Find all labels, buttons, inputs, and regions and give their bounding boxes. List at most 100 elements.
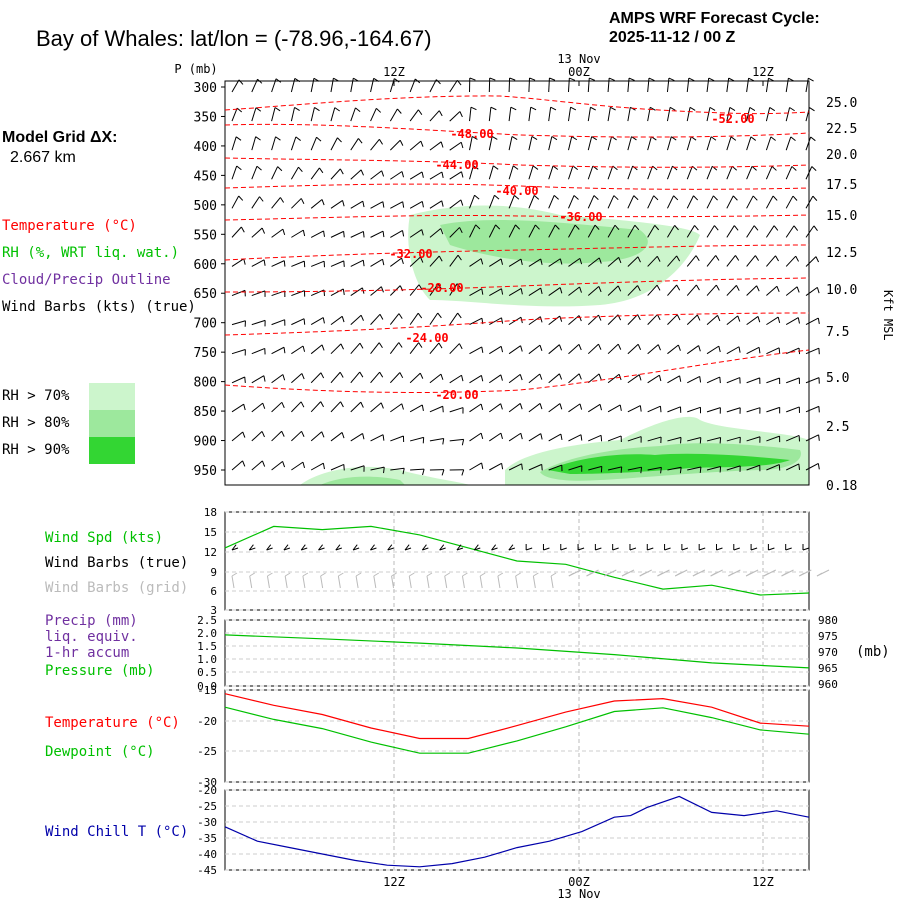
- wind-barb: [528, 316, 541, 326]
- wind-barb-flag: [769, 107, 776, 112]
- wind-barb: [469, 136, 473, 151]
- wind-barb-grid-flag: [710, 572, 716, 577]
- wind-barb: [627, 343, 639, 355]
- value-tick-label: -25: [197, 745, 217, 758]
- wind-barb-flag: [438, 110, 443, 117]
- wind-barb-flag: [301, 431, 305, 437]
- wind-barb-grid: [337, 575, 341, 589]
- height-tick-label: 15.0: [826, 209, 857, 224]
- wind-barb-grid-flag: [586, 572, 592, 577]
- wind-barb-flag: [669, 106, 676, 111]
- wind-barb-flag: [558, 344, 563, 351]
- wind-barb-flag: [259, 196, 264, 202]
- wind-barb-flag: [231, 547, 239, 551]
- legend-temperature-line: Temperature (°C): [45, 715, 180, 731]
- right-tick-label: 965: [818, 662, 838, 675]
- wind-barb-flag: [772, 195, 778, 201]
- wind-barb-flag: [421, 171, 424, 178]
- wind-barb: [765, 78, 769, 93]
- wind-barb-flag: [491, 136, 498, 140]
- wind-barb-flag: [321, 199, 325, 206]
- wind-barb-flag: [816, 287, 820, 294]
- rh90-region: [548, 453, 790, 474]
- wind-barb: [489, 258, 502, 267]
- wind-barb-grid: [515, 575, 519, 589]
- right-axis-label: Kft MSL: [881, 290, 895, 341]
- wind-barb-flag: [438, 342, 443, 349]
- wind-barb: [271, 260, 285, 267]
- wind-barb: [785, 195, 794, 209]
- wind-barb-flag: [474, 547, 481, 551]
- wind-barb-flag: [533, 194, 540, 200]
- wind-barb: [409, 342, 420, 354]
- wind-barb: [310, 372, 322, 384]
- wind-barb-flag: [619, 404, 622, 411]
- wind-barb: [473, 544, 479, 551]
- wind-barb-flag: [280, 197, 285, 203]
- wind-barb-flag: [376, 107, 382, 113]
- wind-barb: [409, 404, 423, 413]
- wind-barb: [251, 79, 258, 93]
- wind-barb-flag: [758, 347, 761, 354]
- wind-barb: [686, 195, 694, 209]
- wind-barb: [607, 136, 613, 151]
- wind-barb-flag: [554, 224, 560, 230]
- wind-barb-flag: [417, 109, 423, 115]
- wind-barb: [370, 78, 375, 93]
- wind-barb: [548, 165, 554, 180]
- wind-barb-flag: [440, 141, 444, 148]
- wind-barb-flag: [342, 288, 345, 295]
- rh80-region: [320, 476, 405, 485]
- wind-barb-flag: [340, 401, 344, 408]
- wind-barb: [370, 138, 380, 151]
- wind-barb-flag: [515, 224, 520, 230]
- wind-barb-flag: [757, 316, 761, 323]
- wind-barb-flag: [360, 169, 364, 176]
- pressure-tick-label: 600: [194, 258, 217, 273]
- wind-barb-flag: [281, 402, 285, 409]
- wind-barb: [667, 344, 679, 355]
- wind-barb: [429, 228, 442, 238]
- wind-barb: [587, 373, 600, 384]
- wind-barb-flag: [378, 342, 383, 349]
- wind-barb: [350, 401, 362, 413]
- wind-barb-grid-flag: [533, 572, 539, 577]
- wind-barb-flag: [255, 107, 262, 112]
- wind-barb-grid-flag: [728, 572, 734, 577]
- wind-barb: [389, 78, 395, 93]
- wind-barb: [231, 320, 246, 326]
- wind-barb-flag: [387, 547, 394, 551]
- wind-barb-flag: [274, 107, 281, 112]
- wind-barb-flag: [559, 403, 563, 410]
- wind-barb: [647, 195, 655, 209]
- wind-barb: [508, 463, 522, 471]
- wind-barb-flag: [337, 137, 342, 143]
- wind-barb-flag: [736, 285, 740, 291]
- wind-barb: [318, 544, 324, 551]
- wind-barb: [726, 166, 733, 180]
- wind-barb: [587, 286, 600, 296]
- wind-barb-flag: [500, 258, 504, 265]
- wind-barb-grid-flag: [763, 572, 770, 577]
- wind-barb: [786, 347, 800, 355]
- wind-barb-grid-flag: [657, 572, 663, 577]
- wind-barb: [350, 314, 362, 325]
- wind-barb-flag: [638, 374, 642, 381]
- wind-barb: [231, 165, 238, 180]
- wind-barb: [310, 401, 322, 413]
- wind-barb: [666, 78, 670, 93]
- wind-barb-flag: [637, 344, 642, 350]
- wind-barb-flag: [263, 375, 266, 382]
- wind-barb: [410, 468, 425, 471]
- wind-barb: [785, 255, 797, 267]
- wind-barb: [607, 107, 611, 122]
- wind-barb-flag: [379, 371, 384, 378]
- height-tick-label: 7.5: [826, 325, 849, 340]
- wind-barb-flag: [612, 547, 619, 551]
- wind-barb-flag: [373, 77, 380, 82]
- chart-title: Bay of Whales: lat/lon = (-78.96,-164.67…: [36, 26, 432, 51]
- wind-barb-flag: [532, 165, 539, 170]
- wind-barb: [429, 283, 439, 296]
- wind-barb-flag: [422, 469, 425, 476]
- wind-barb: [746, 255, 756, 267]
